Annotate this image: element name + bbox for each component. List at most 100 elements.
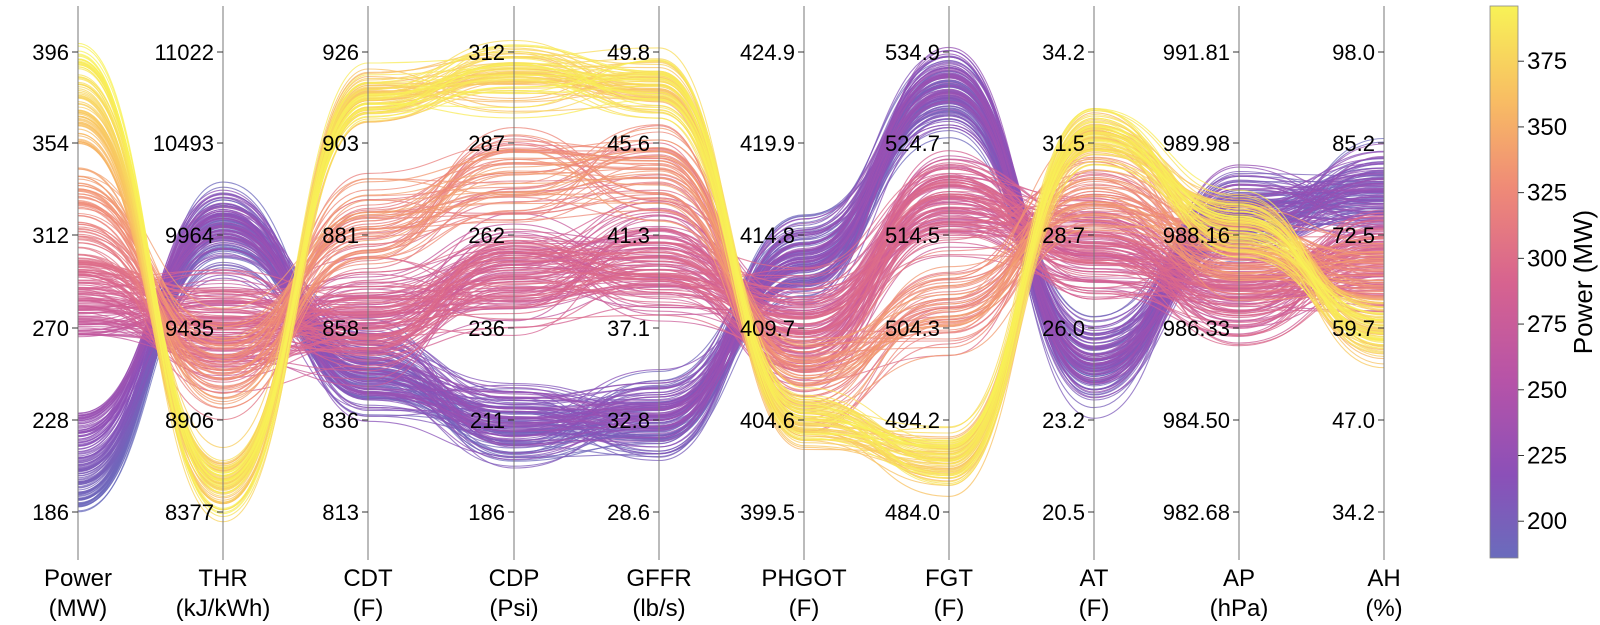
axis-title: AP	[1223, 565, 1255, 592]
polyline-397	[77, 77, 1385, 518]
tick-label: 312	[468, 40, 505, 65]
axis-title: CDT	[343, 565, 393, 592]
polyline-206	[77, 175, 1385, 351]
colorbar-tick-label: 300	[1527, 245, 1567, 272]
tick-label: 409.7	[740, 316, 795, 341]
axis-phgot: 424.9 419.9 414.8 409.7 404.6 399.5 PHGOT (F)	[740, 6, 847, 622]
tick-label: 504.3	[885, 316, 940, 341]
tick-label: 270	[32, 316, 69, 341]
colorbar-gradient	[1489, 5, 1519, 559]
colorbar: 375 350 325 300 275 250 225 200 Power (MW)	[1489, 5, 1598, 559]
tick-label: 986.33	[1163, 316, 1230, 341]
axis-unit: (F)	[1079, 595, 1110, 622]
tick-label: 228	[32, 408, 69, 433]
colorbar-tick-label: 325	[1527, 180, 1567, 207]
axis-unit: (F)	[934, 595, 965, 622]
axis-at: 34.2 31.5 28.7 26.0 23.2 20.5 AT (F)	[1042, 6, 1109, 622]
polyline-313	[77, 155, 1385, 405]
polyline-357	[77, 53, 1385, 509]
tick-label: 34.2	[1332, 500, 1375, 525]
polyline-208	[77, 168, 1385, 340]
polyline-146	[77, 164, 1385, 374]
tick-label: 9435	[165, 316, 214, 341]
tick-label: 494.2	[885, 408, 940, 433]
tick-label: 424.9	[740, 40, 795, 65]
tick-label: 534.9	[885, 40, 940, 65]
tick-label: 312	[32, 223, 69, 248]
tick-label: 287	[468, 131, 505, 156]
polyline-234	[77, 234, 1385, 393]
polyline-295	[77, 168, 1385, 346]
tick-label: 988.16	[1163, 223, 1230, 248]
axis-unit: (F)	[789, 595, 820, 622]
polylines	[77, 39, 1385, 523]
tick-label: 524.7	[885, 131, 940, 156]
tick-label: 85.2	[1332, 131, 1375, 156]
tick-label: 8377	[165, 500, 214, 525]
polyline-287	[77, 155, 1385, 374]
axis-unit: (kJ/kWh)	[176, 595, 271, 622]
polyline-284	[77, 162, 1385, 425]
colorbar-tick-label: 200	[1527, 508, 1567, 535]
tick-label: 8906	[165, 408, 214, 433]
axis-title: PHGOT	[761, 565, 847, 592]
tick-label: 32.8	[607, 408, 650, 433]
tick-label: 47.0	[1332, 408, 1375, 433]
axis-thr: 11022 10493 9964 9435 8906 8377 THR (kJ/kWh)	[153, 6, 271, 622]
axis-unit: (%)	[1365, 595, 1402, 622]
tick-label: 991.81	[1163, 40, 1230, 65]
axis-title: Power	[44, 565, 112, 592]
tick-label: 881	[322, 223, 359, 248]
axes: 396 354 312 270 228 186 Power (MW) 11022 10493 996…	[32, 6, 1403, 622]
tick-label: 41.3	[607, 223, 650, 248]
axis-cdt: 926 903 881 858 836 813 CDT (F)	[322, 6, 393, 622]
tick-label: 903	[322, 131, 359, 156]
tick-label: 984.50	[1163, 408, 1230, 433]
tick-label: 59.7	[1332, 316, 1375, 341]
tick-label: 414.8	[740, 223, 795, 248]
tick-label: 399.5	[740, 500, 795, 525]
tick-label: 98.0	[1332, 40, 1375, 65]
tick-label: 354	[32, 131, 69, 156]
tick-label: 404.6	[740, 408, 795, 433]
axis-title: AT	[1080, 565, 1109, 592]
tick-label: 28.6	[607, 500, 650, 525]
axis-title: AH	[1367, 565, 1400, 592]
axis-power: 396 354 312 270 228 186 Power (MW)	[32, 6, 112, 622]
tick-label: 982.68	[1163, 500, 1230, 525]
tick-label: 262	[468, 223, 505, 248]
axis-unit: (MW)	[49, 595, 108, 622]
axis-fgt: 534.9 524.7 514.5 504.3 494.2 484.0 FGT (F)	[885, 6, 973, 622]
tick-label: 49.8	[607, 40, 650, 65]
tick-label: 26.0	[1042, 316, 1085, 341]
tick-label: 484.0	[885, 500, 940, 525]
axis-ah: 98.0 85.2 72.5 59.7 47.0 34.2 AH (%)	[1332, 6, 1403, 622]
tick-label: 72.5	[1332, 223, 1375, 248]
tick-label: 236	[468, 316, 505, 341]
tick-label: 396	[32, 40, 69, 65]
axis-cdp: 312 287 262 236 211 186 CDP (Psi)	[468, 6, 539, 622]
axis-gffr: 49.8 45.6 41.3 37.1 32.8 28.6 GFFR (lb/s)	[607, 6, 692, 622]
colorbar-tick-label: 350	[1527, 114, 1567, 141]
polyline-384	[77, 47, 1385, 491]
colorbar-tick-label: 225	[1527, 442, 1567, 469]
colorbar-title: Power (MW)	[1568, 210, 1598, 354]
tick-label: 10493	[153, 131, 214, 156]
tick-label: 34.2	[1042, 40, 1085, 65]
tick-label: 836	[322, 408, 359, 433]
tick-label: 813	[322, 500, 359, 525]
tick-label: 419.9	[740, 131, 795, 156]
axis-unit: (hPa)	[1210, 595, 1269, 622]
axis-unit: (F)	[353, 595, 384, 622]
tick-label: 37.1	[607, 316, 650, 341]
axis-unit: (lb/s)	[632, 595, 685, 622]
colorbar-tick-label: 375	[1527, 48, 1567, 75]
tick-label: 514.5	[885, 223, 940, 248]
tick-label: 211	[470, 408, 505, 433]
colorbar-tick-label: 275	[1527, 311, 1567, 338]
axis-title: CDP	[489, 565, 540, 592]
axis-title: THR	[198, 565, 247, 592]
polyline-292	[77, 167, 1385, 399]
tick-label: 858	[322, 316, 359, 341]
